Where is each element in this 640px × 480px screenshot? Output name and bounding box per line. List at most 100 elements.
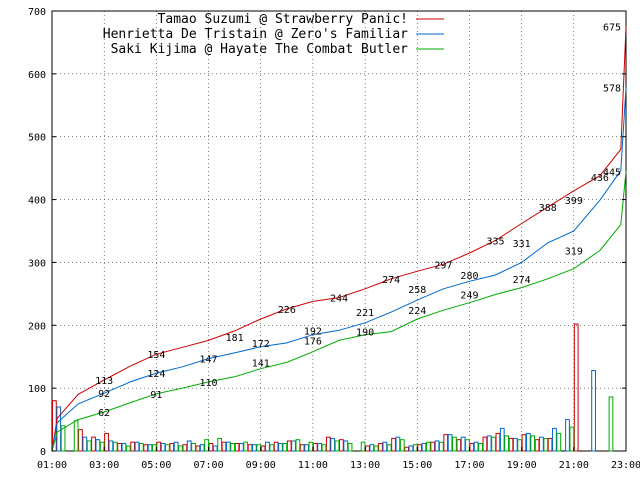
hourly-bar bbox=[547, 437, 553, 452]
grid bbox=[52, 11, 626, 451]
x-tick-label: 03:00 bbox=[89, 460, 119, 471]
data-label: 258 bbox=[408, 285, 426, 296]
plot-frame bbox=[51, 10, 627, 452]
hourly-bar bbox=[269, 444, 275, 452]
x-tick-label: 23:00 bbox=[611, 460, 640, 471]
data-label: 176 bbox=[304, 336, 322, 347]
hourly-bar bbox=[334, 440, 340, 452]
hourly-bar bbox=[482, 436, 488, 452]
hourly-bar bbox=[73, 420, 79, 452]
y-tick-label: 600 bbox=[28, 70, 46, 81]
data-label: 399 bbox=[565, 196, 583, 207]
hourly-bar bbox=[439, 441, 444, 452]
hourly-bar bbox=[412, 444, 418, 452]
hourly-bar bbox=[530, 435, 536, 452]
hourly-bar bbox=[186, 440, 192, 452]
hourly-bar bbox=[125, 445, 131, 452]
x-tick-label: 19:00 bbox=[507, 460, 537, 471]
data-label: 388 bbox=[539, 203, 557, 214]
hourly-bar bbox=[286, 440, 292, 452]
hourly-bar bbox=[395, 436, 401, 452]
y-tick-label: 0 bbox=[40, 447, 46, 458]
data-label: 91 bbox=[150, 390, 162, 401]
data-label: 141 bbox=[252, 358, 270, 369]
hourly-bar bbox=[208, 442, 214, 452]
data-label: 274 bbox=[382, 275, 400, 286]
hourly-bar bbox=[443, 434, 449, 452]
hourly-bar bbox=[565, 419, 570, 452]
hourly-bar bbox=[325, 436, 331, 452]
hourly-bar bbox=[373, 445, 379, 452]
legend-label: Henrietta De Tristain @ Zero's Familiar bbox=[103, 27, 408, 42]
hourly-bar bbox=[130, 441, 136, 452]
hourly-bar bbox=[282, 442, 288, 452]
hourly-bar bbox=[238, 442, 244, 452]
hourly-bar bbox=[273, 441, 279, 452]
hourly-bar bbox=[191, 442, 196, 452]
hourly-bar bbox=[386, 444, 392, 452]
y-tick-label: 400 bbox=[28, 196, 46, 207]
data-label: 297 bbox=[434, 260, 452, 271]
hourly-bar bbox=[469, 442, 475, 452]
hourly-bar bbox=[178, 445, 183, 452]
hourly-bar bbox=[256, 444, 262, 452]
hourly-bar bbox=[265, 441, 270, 452]
hourly-bar bbox=[308, 441, 314, 452]
hourly-bar bbox=[369, 444, 375, 452]
hourly-bar bbox=[104, 432, 109, 452]
hourly-bar bbox=[312, 442, 318, 452]
hourly-bar bbox=[543, 437, 549, 452]
data-label: 578 bbox=[603, 84, 621, 95]
hourly-bar bbox=[260, 445, 266, 452]
data-label: 244 bbox=[330, 294, 348, 305]
hourly-bar bbox=[173, 441, 179, 452]
hourly-bar bbox=[247, 444, 253, 452]
series-line bbox=[51, 171, 627, 452]
hourly-bar bbox=[321, 444, 327, 452]
hourly-bar bbox=[230, 442, 236, 452]
data-label: 226 bbox=[278, 305, 296, 316]
hourly-bar bbox=[330, 437, 336, 452]
hourly-bar bbox=[112, 441, 118, 452]
hourly-bar bbox=[521, 434, 527, 452]
legend-label: Tamao Suzumi @ Strawberry Panic! bbox=[158, 12, 408, 27]
x-tick-label: 21:00 bbox=[559, 460, 589, 471]
data-label: 190 bbox=[356, 328, 374, 339]
hourly-bar bbox=[517, 439, 523, 452]
data-label: 110 bbox=[200, 378, 218, 389]
hourly-bar bbox=[556, 432, 562, 452]
hourly-bar bbox=[234, 442, 240, 452]
hourly-bar bbox=[456, 439, 462, 452]
y-tick-label: 500 bbox=[28, 133, 46, 144]
y-axis-ticks: 0 100 200 300 400 500 600 700 bbox=[28, 7, 626, 458]
hourly-bar bbox=[347, 442, 353, 452]
hourly-bar bbox=[221, 441, 227, 452]
hourly-bar bbox=[304, 444, 309, 452]
data-label: 331 bbox=[513, 239, 531, 250]
hourly-bar bbox=[417, 444, 423, 452]
series-lines bbox=[51, 26, 627, 452]
hourly-bar bbox=[360, 441, 366, 452]
hourly-bar bbox=[243, 441, 249, 452]
legend-label: Saki Kijima @ Hayate The Combat Butler bbox=[111, 42, 409, 57]
hourly-bar bbox=[147, 444, 153, 452]
x-tick-label: 11:00 bbox=[298, 460, 328, 471]
data-label: 124 bbox=[147, 369, 165, 380]
hourly-bar bbox=[199, 444, 205, 452]
hourly-bar bbox=[299, 444, 305, 452]
hourly-bar bbox=[552, 427, 557, 452]
hourly-bars bbox=[52, 323, 614, 452]
x-tick-label: 15:00 bbox=[402, 460, 432, 471]
hourly-bar bbox=[491, 436, 496, 452]
hourly-bar bbox=[138, 442, 144, 452]
hourly-bar bbox=[508, 437, 514, 452]
hourly-bar bbox=[425, 441, 431, 452]
hourly-bar bbox=[339, 439, 344, 452]
hourly-bar bbox=[434, 440, 440, 452]
hourly-bar bbox=[365, 445, 370, 452]
hourly-bar bbox=[495, 432, 501, 452]
hourly-bar bbox=[460, 436, 466, 452]
hourly-bar bbox=[91, 436, 96, 452]
data-label: 181 bbox=[226, 333, 244, 344]
data-label: 113 bbox=[95, 376, 113, 387]
